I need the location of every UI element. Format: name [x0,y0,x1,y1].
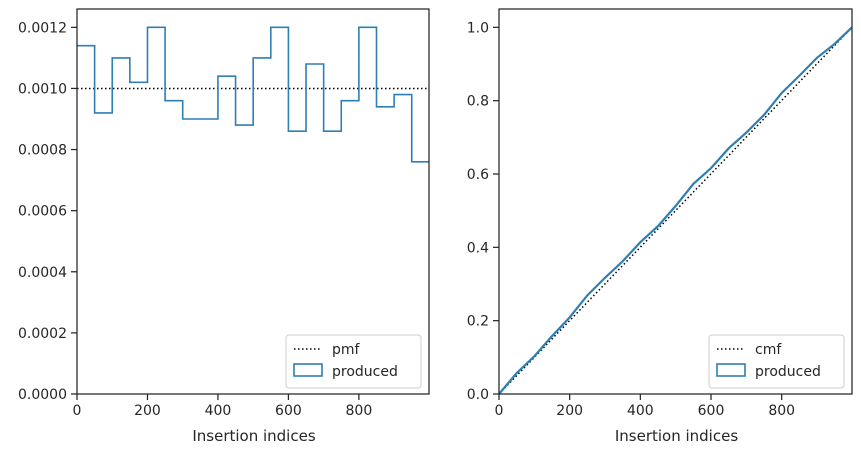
x-axis-label: Insertion indices [192,427,315,445]
y-tick-label: 0.0006 [18,204,67,220]
y-tick-label: 0.0004 [18,265,67,281]
x-tick-label: 200 [134,403,161,419]
legend-label-produced: produced [755,364,821,380]
legend-swatch-produced [716,363,746,377]
y-tick-label: 0.0002 [18,326,67,342]
chart-cmf: 0 200 400 600 800 0.0 0.2 0.4 0.6 0.8 1.0 Insertion… [467,8,853,445]
x-tick-label: 0 [495,403,504,419]
y-tick-label: 0.6 [467,167,489,183]
x-tick-label: 600 [698,403,725,419]
y-tick-label: 0.0 [467,387,489,403]
series-produced [77,26,429,163]
x-tick-label: 400 [627,403,654,419]
y-tick-label: 0.0010 [18,81,67,97]
x-tick-label: 0 [73,403,82,419]
y-tick-label: 0.0000 [18,387,67,403]
chart-pmf: 0 200 400 600 800 0.0000 0.0002 0.0004 0.0006 0.0… [18,8,430,445]
legend-label-pmf: pmf [332,342,361,358]
legend: cmf produced [708,334,845,389]
reference-line-cmf [499,26,852,394]
x-tick-label: 200 [556,403,583,419]
series-produced [499,26,852,394]
legend-label-produced: produced [332,364,398,380]
y-tick-label: 0.0012 [18,20,67,36]
x-tick-label: 800 [768,403,795,419]
y-tick-label: 1.0 [467,20,489,36]
x-axis-label: Insertion indices [615,427,738,445]
y-tick-label: 0.4 [467,240,489,256]
legend-label-cmf: cmf [755,342,782,358]
axes-frame [498,8,853,395]
axes-frame [76,8,430,395]
y-tick-label: 0.0008 [18,143,67,159]
x-tick-label: 800 [346,403,373,419]
legend: pmf produced [285,334,422,389]
x-tick-label: 400 [205,403,232,419]
x-tick-label: 600 [275,403,302,419]
y-tick-label: 0.8 [467,94,489,110]
legend-swatch-produced [293,363,323,377]
y-tick-label: 0.2 [467,314,489,330]
